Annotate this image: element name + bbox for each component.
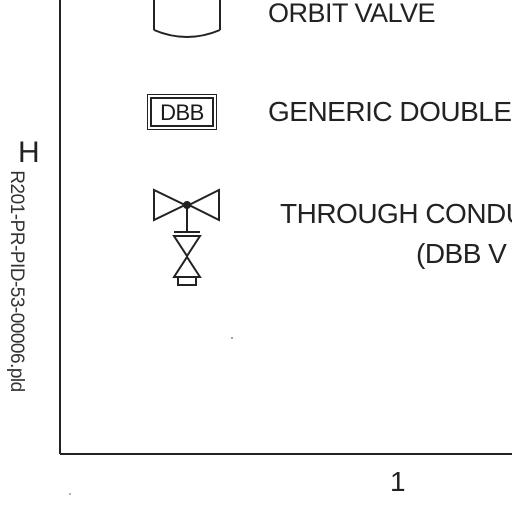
grid-column-label: 1 <box>390 466 406 497</box>
dbb-symbol-text: DBB <box>160 100 204 125</box>
through-conduit-dbb-icon <box>153 188 220 286</box>
through-conduit-label-line2: (DBB V <box>416 238 507 269</box>
grid-row-label: H <box>18 136 40 169</box>
orbit-valve-label: ORBIT VALVE <box>268 0 436 28</box>
generic-double-label: GENERIC DOUBLE <box>268 96 512 127</box>
dbb-symbol-box: DBB <box>147 94 217 130</box>
through-conduit-label-line1: THROUGH CONDU <box>280 198 512 229</box>
speck <box>69 493 71 495</box>
speck <box>231 337 233 339</box>
drawing-number: R201-PR-PID-53-00006.pld <box>6 170 27 392</box>
drawing-border <box>59 0 512 455</box>
orbit-valve-icon <box>153 0 221 38</box>
